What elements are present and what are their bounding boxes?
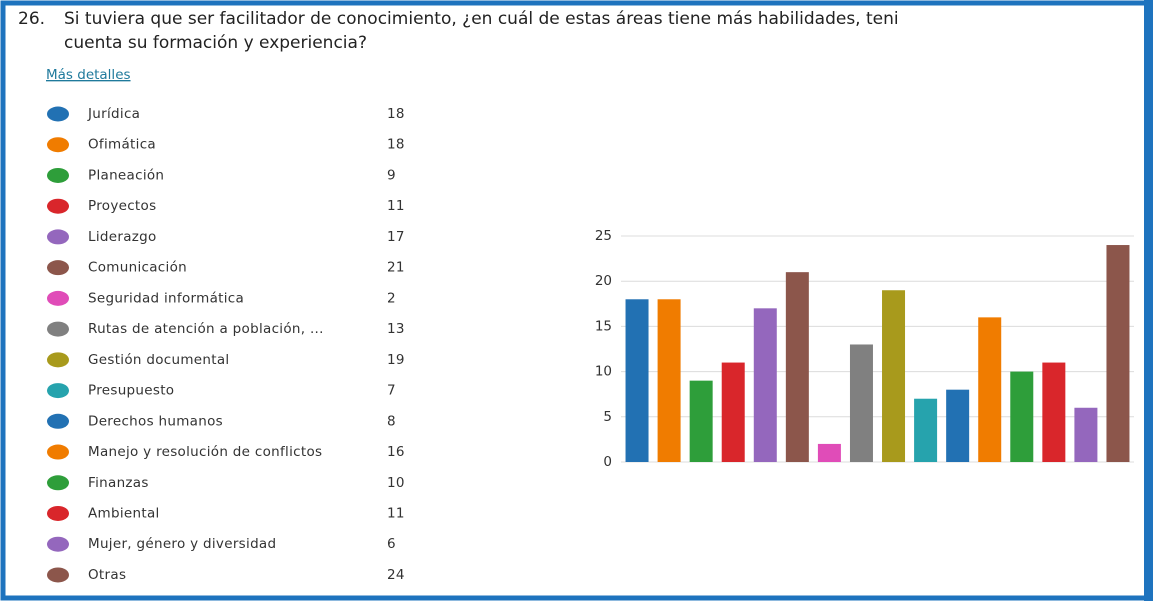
legend-value: 6 (387, 536, 396, 552)
legend-label: Finanzas (88, 475, 149, 491)
y-tick-label: 0 (603, 454, 612, 470)
legend-swatch (47, 137, 69, 153)
legend-value: 16 (387, 444, 405, 460)
bar (1010, 371, 1034, 462)
bar (753, 308, 777, 462)
bar (785, 272, 809, 462)
legend-value: 19 (387, 352, 405, 368)
bar (1106, 245, 1130, 462)
legend-value: 18 (387, 106, 405, 122)
legend-label: Liderazgo (88, 229, 157, 245)
legend-label: Gestión documental (88, 352, 230, 368)
legend-value: 7 (387, 383, 396, 399)
bar (817, 443, 841, 462)
legend-label: Planeación (88, 167, 164, 183)
bar (1042, 362, 1066, 462)
legend-value: 11 (387, 505, 405, 521)
legend-swatch (47, 475, 69, 491)
legend-value: 13 (387, 321, 405, 337)
legend-swatch (47, 383, 69, 399)
legend-swatch (47, 321, 69, 337)
legend-label: Otras (88, 567, 126, 583)
legend-value: 8 (387, 413, 396, 429)
legend-value: 2 (387, 290, 396, 306)
bar (1074, 407, 1098, 462)
bar (882, 290, 906, 462)
legend-swatch (47, 567, 69, 583)
legend-swatch (47, 290, 69, 306)
bar (946, 389, 970, 462)
legend-label: Jurídica (87, 106, 140, 122)
details-link[interactable]: Más detalles (46, 67, 131, 83)
y-tick-label: 15 (595, 318, 612, 334)
legend-swatch (47, 106, 69, 122)
legend-label: Ambiental (88, 505, 160, 521)
legend-label: Proyectos (88, 198, 156, 214)
legend-value: 18 (387, 137, 405, 153)
bar (657, 299, 681, 462)
legend-value: 11 (387, 198, 405, 214)
legend-label: Rutas de atención a población, ... (88, 321, 324, 337)
legend-swatch (47, 352, 69, 368)
y-tick-label: 20 (595, 273, 612, 289)
question-title: cuenta su formación y experiencia? (64, 33, 367, 53)
legend-label: Ofimática (88, 137, 156, 153)
legend-swatch (47, 505, 69, 521)
legend-label: Presupuesto (88, 383, 174, 399)
bar (625, 299, 649, 462)
bar (849, 344, 873, 462)
legend-value: 9 (387, 167, 396, 183)
legend-swatch (47, 444, 69, 460)
legend-swatch (47, 167, 69, 183)
question-title: Si tuviera que ser facilitador de conoci… (64, 9, 899, 29)
legend-label: Manejo y resolución de conflictos (88, 444, 322, 460)
legend-value: 21 (387, 260, 405, 276)
bar (914, 398, 938, 462)
legend-label: Comunicación (88, 260, 187, 276)
legend-swatch (47, 413, 69, 429)
legend-value: 24 (387, 567, 405, 583)
y-tick-label: 5 (603, 409, 612, 425)
legend-swatch (47, 536, 69, 552)
legend-value: 17 (387, 229, 405, 245)
legend-swatch (47, 229, 69, 245)
bar (978, 317, 1002, 462)
frame-edge (1144, 0, 1153, 601)
legend-value: 10 (387, 475, 405, 491)
legend-swatch (47, 198, 69, 214)
legend-swatch (47, 260, 69, 276)
y-tick-label: 10 (595, 364, 612, 380)
legend-label: Derechos humanos (88, 413, 223, 429)
legend-label: Mujer, género y diversidad (88, 536, 276, 552)
question-number: 26. (18, 9, 45, 29)
legend-label: Seguridad informática (88, 290, 244, 306)
bar (721, 362, 745, 462)
bar (689, 380, 713, 462)
y-tick-label: 25 (595, 228, 612, 244)
